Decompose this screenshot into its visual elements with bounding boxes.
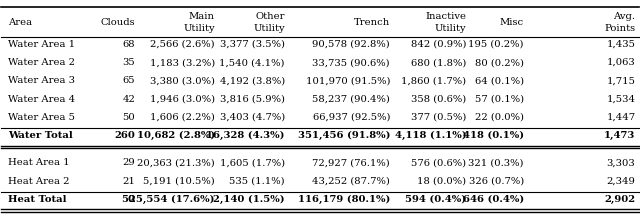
- Text: 66,937 (92.5%): 66,937 (92.5%): [312, 113, 390, 122]
- Text: 2,140 (1.5%): 2,140 (1.5%): [213, 195, 285, 204]
- Text: Utility: Utility: [253, 24, 285, 33]
- Text: 4,192 (3.8%): 4,192 (3.8%): [220, 76, 285, 85]
- Text: 358 (0.6%): 358 (0.6%): [412, 95, 467, 104]
- Text: 1,534: 1,534: [607, 95, 636, 104]
- Text: 260: 260: [115, 131, 135, 140]
- Text: 33,735 (90.6%): 33,735 (90.6%): [312, 58, 390, 67]
- Text: 3,380 (3.0%): 3,380 (3.0%): [150, 76, 215, 85]
- Text: 1,447: 1,447: [606, 113, 636, 122]
- Text: 1,605 (1.7%): 1,605 (1.7%): [220, 158, 285, 167]
- Text: Heat Total: Heat Total: [8, 195, 67, 204]
- Text: Heat Area 1: Heat Area 1: [8, 158, 69, 167]
- Text: 43,252 (87.7%): 43,252 (87.7%): [312, 177, 390, 186]
- Text: 116,179 (80.1%): 116,179 (80.1%): [298, 195, 390, 204]
- Text: 1,063: 1,063: [607, 58, 636, 67]
- Text: 680 (1.8%): 680 (1.8%): [411, 58, 467, 67]
- Text: 1,183 (3.2%): 1,183 (3.2%): [150, 58, 215, 67]
- Text: 16,328 (4.3%): 16,328 (4.3%): [207, 131, 285, 140]
- Text: Other: Other: [255, 12, 285, 21]
- Text: 1,435: 1,435: [607, 40, 636, 49]
- Text: 25,554 (17.6%): 25,554 (17.6%): [129, 195, 215, 204]
- Text: Main: Main: [189, 12, 215, 21]
- Text: 1,473: 1,473: [604, 131, 636, 140]
- Text: 3,377 (3.5%): 3,377 (3.5%): [220, 40, 285, 49]
- Text: 22 (0.0%): 22 (0.0%): [475, 113, 524, 122]
- Text: Water Area 2: Water Area 2: [8, 58, 75, 67]
- Text: 101,970 (91.5%): 101,970 (91.5%): [305, 76, 390, 85]
- Text: Inactive: Inactive: [426, 12, 467, 21]
- Text: 65: 65: [123, 76, 135, 85]
- Text: Area: Area: [8, 18, 32, 27]
- Text: 72,927 (76.1%): 72,927 (76.1%): [312, 158, 390, 167]
- Text: 1,715: 1,715: [607, 76, 636, 85]
- Text: 68: 68: [123, 40, 135, 49]
- Text: 842 (0.9%): 842 (0.9%): [411, 40, 467, 49]
- Text: 3,816 (5.9%): 3,816 (5.9%): [220, 95, 285, 104]
- Text: 1,946 (3.0%): 1,946 (3.0%): [150, 95, 215, 104]
- Text: 50: 50: [122, 113, 135, 122]
- Text: 18 (0.0%): 18 (0.0%): [417, 177, 467, 186]
- Text: Water Area 1: Water Area 1: [8, 40, 75, 49]
- Text: 3,403 (4.7%): 3,403 (4.7%): [220, 113, 285, 122]
- Text: 58,237 (90.4%): 58,237 (90.4%): [312, 95, 390, 104]
- Text: Water Total: Water Total: [8, 131, 72, 140]
- Text: 418 (0.1%): 418 (0.1%): [463, 131, 524, 140]
- Text: Water Area 4: Water Area 4: [8, 95, 75, 104]
- Text: Avg.: Avg.: [613, 12, 636, 21]
- Text: Water Area 5: Water Area 5: [8, 113, 75, 122]
- Text: 377 (0.5%): 377 (0.5%): [411, 113, 467, 122]
- Text: 2,902: 2,902: [604, 195, 636, 204]
- Text: Water Area 3: Water Area 3: [8, 76, 75, 85]
- Text: 326 (0.7%): 326 (0.7%): [468, 177, 524, 186]
- Text: Trench: Trench: [354, 18, 390, 27]
- Text: 90,578 (92.8%): 90,578 (92.8%): [312, 40, 390, 49]
- Text: 2,349: 2,349: [607, 177, 636, 186]
- Text: 646 (0.4%): 646 (0.4%): [463, 195, 524, 204]
- Text: 321 (0.3%): 321 (0.3%): [468, 158, 524, 167]
- Text: 351,456 (91.8%): 351,456 (91.8%): [298, 131, 390, 140]
- Text: Heat Area 2: Heat Area 2: [8, 177, 69, 186]
- Text: 42: 42: [122, 95, 135, 104]
- Text: 2,566 (2.6%): 2,566 (2.6%): [150, 40, 215, 49]
- Text: 57 (0.1%): 57 (0.1%): [475, 95, 524, 104]
- Text: 10,682 (2.8%): 10,682 (2.8%): [136, 131, 215, 140]
- Text: 1,540 (4.1%): 1,540 (4.1%): [220, 58, 285, 67]
- Text: 535 (1.1%): 535 (1.1%): [229, 177, 285, 186]
- Text: Utility: Utility: [435, 24, 467, 33]
- Text: Points: Points: [604, 24, 636, 33]
- Text: 3,303: 3,303: [607, 158, 636, 167]
- Text: 64 (0.1%): 64 (0.1%): [475, 76, 524, 85]
- Text: 80 (0.2%): 80 (0.2%): [475, 58, 524, 67]
- Text: 4,118 (1.1%): 4,118 (1.1%): [395, 131, 467, 140]
- Text: 576 (0.6%): 576 (0.6%): [412, 158, 467, 167]
- Text: Clouds: Clouds: [100, 18, 135, 27]
- Text: Utility: Utility: [183, 24, 215, 33]
- Text: Misc: Misc: [500, 18, 524, 27]
- Text: 20,363 (21.3%): 20,363 (21.3%): [137, 158, 215, 167]
- Text: 50: 50: [121, 195, 135, 204]
- Text: 594 (0.4%): 594 (0.4%): [405, 195, 467, 204]
- Text: 5,191 (10.5%): 5,191 (10.5%): [143, 177, 215, 186]
- Text: 1,606 (2.2%): 1,606 (2.2%): [150, 113, 215, 122]
- Text: 195 (0.2%): 195 (0.2%): [468, 40, 524, 49]
- Text: 1,860 (1.7%): 1,860 (1.7%): [401, 76, 467, 85]
- Text: 29: 29: [122, 158, 135, 167]
- Text: 21: 21: [122, 177, 135, 186]
- Text: 35: 35: [122, 58, 135, 67]
